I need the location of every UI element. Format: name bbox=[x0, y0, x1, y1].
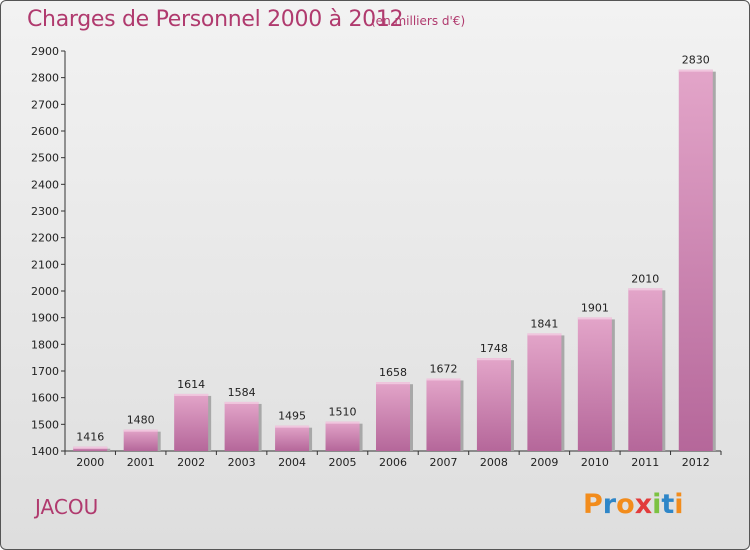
y-tick-label: 2500 bbox=[31, 152, 59, 165]
x-tick-label: 2001 bbox=[127, 456, 155, 469]
data-label: 1748 bbox=[480, 342, 508, 355]
x-tick-label: 2004 bbox=[278, 456, 306, 469]
y-tick-label: 1500 bbox=[31, 418, 59, 431]
x-tick-label: 2006 bbox=[379, 456, 407, 469]
y-tick-label: 2300 bbox=[31, 205, 59, 218]
y-tick-label: 2200 bbox=[31, 232, 59, 245]
bar bbox=[527, 333, 562, 451]
data-label: 1495 bbox=[278, 410, 306, 423]
bar bbox=[426, 378, 461, 451]
x-tick-label: 2010 bbox=[581, 456, 609, 469]
logo-letter: P bbox=[583, 489, 603, 520]
data-label: 1416 bbox=[76, 431, 104, 444]
data-label: 2830 bbox=[682, 54, 710, 67]
y-tick-label: 2800 bbox=[31, 72, 59, 85]
data-label: 1480 bbox=[127, 414, 155, 427]
x-tick-label: 2000 bbox=[76, 456, 104, 469]
x-tick-label: 2008 bbox=[480, 456, 508, 469]
data-label: 1658 bbox=[379, 366, 407, 379]
x-tick-label: 2011 bbox=[631, 456, 659, 469]
bar bbox=[325, 421, 360, 451]
bar bbox=[678, 69, 713, 452]
bar-top bbox=[476, 358, 511, 361]
x-tick-label: 2007 bbox=[429, 456, 457, 469]
proxiti-logo: Proxiti bbox=[583, 489, 684, 520]
data-label: 1841 bbox=[530, 317, 558, 330]
bar-top bbox=[426, 378, 461, 381]
y-tick-label: 1600 bbox=[31, 392, 59, 405]
bar-top bbox=[527, 333, 562, 336]
logo-letter: i bbox=[674, 489, 684, 520]
logo-letter: o bbox=[616, 489, 635, 520]
commune-name: JACOU bbox=[35, 495, 99, 519]
y-tick-label: 2100 bbox=[31, 258, 59, 271]
bar-top bbox=[325, 421, 360, 424]
x-tick-label: 2003 bbox=[228, 456, 256, 469]
bar-top bbox=[224, 401, 259, 404]
x-tick-label: 2012 bbox=[682, 456, 710, 469]
y-tick-label: 2700 bbox=[31, 98, 59, 111]
bar bbox=[73, 446, 108, 451]
bar-top bbox=[174, 393, 209, 396]
y-tick-label: 2600 bbox=[31, 125, 59, 138]
bar bbox=[224, 401, 259, 451]
bar bbox=[376, 382, 410, 451]
y-tick-label: 1900 bbox=[31, 312, 59, 325]
data-label: 2010 bbox=[631, 272, 659, 285]
x-tick-label: 2002 bbox=[177, 456, 205, 469]
bar bbox=[275, 425, 310, 451]
logo-letter: x bbox=[634, 489, 653, 520]
data-label: 1614 bbox=[177, 378, 205, 391]
logo-letter: r bbox=[602, 489, 617, 520]
y-tick-label: 2000 bbox=[31, 285, 59, 298]
bar bbox=[123, 429, 158, 451]
bar-top bbox=[376, 382, 410, 385]
y-tick-label: 2900 bbox=[31, 45, 59, 58]
bar bbox=[476, 358, 511, 451]
data-label: 1672 bbox=[429, 362, 457, 375]
chart-title: Charges de Personnel 2000 à 2012 bbox=[27, 7, 404, 32]
bar bbox=[577, 317, 612, 451]
logo-letter: i bbox=[652, 489, 662, 520]
bar-top bbox=[73, 446, 108, 449]
bar bbox=[174, 393, 209, 451]
data-label: 1510 bbox=[329, 406, 357, 419]
bar bbox=[628, 288, 663, 451]
logo-letter: t bbox=[661, 489, 675, 520]
y-tick-label: 1800 bbox=[31, 338, 59, 351]
y-tick-label: 1700 bbox=[31, 365, 59, 378]
x-tick-label: 2005 bbox=[329, 456, 357, 469]
y-tick-label: 1400 bbox=[31, 445, 59, 458]
data-label: 1584 bbox=[228, 386, 256, 399]
bar-top bbox=[123, 429, 158, 432]
data-label: 1901 bbox=[581, 301, 609, 314]
y-tick-label: 2400 bbox=[31, 178, 59, 191]
chart-subtitle: (en milliers d'€) bbox=[371, 14, 466, 28]
bar-top bbox=[577, 317, 612, 320]
x-tick-label: 2009 bbox=[530, 456, 558, 469]
bar-top bbox=[678, 69, 713, 72]
bar-top bbox=[275, 425, 310, 428]
bar-top bbox=[628, 288, 663, 291]
